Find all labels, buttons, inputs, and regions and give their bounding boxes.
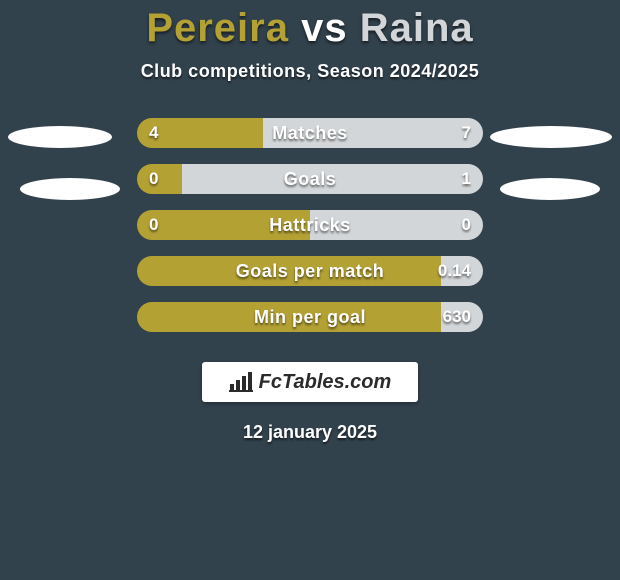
stat-left-value: 0 bbox=[137, 169, 170, 189]
title-player-a: Pereira bbox=[146, 6, 289, 50]
page-title: Pereira vs Raina bbox=[0, 6, 620, 51]
stat-row: 630Min per goal bbox=[0, 294, 620, 340]
stat-bar-right: 1 bbox=[182, 164, 483, 194]
stat-row: 0.14Goals per match bbox=[0, 248, 620, 294]
stat-bar-track: 01Goals bbox=[137, 164, 483, 194]
stat-bar-left: 0 bbox=[137, 210, 310, 240]
stat-bar-left: 4 bbox=[137, 118, 263, 148]
stat-bar-track: 630Min per goal bbox=[137, 302, 483, 332]
comparison-infographic: Pereira vs Raina Club competitions, Seas… bbox=[0, 0, 620, 580]
stat-bar-right: 7 bbox=[263, 118, 483, 148]
brand-badge: FcTables.com bbox=[202, 362, 418, 402]
stat-right-value: 1 bbox=[450, 169, 483, 189]
stat-left-value: 4 bbox=[137, 123, 170, 143]
stat-right-value: 0 bbox=[450, 215, 483, 235]
stat-row: 47Matches bbox=[0, 110, 620, 156]
title-vs: vs bbox=[301, 6, 348, 50]
stat-row: 00Hattricks bbox=[0, 202, 620, 248]
stat-bar-left: 0 bbox=[137, 164, 182, 194]
bar-chart-icon bbox=[229, 372, 253, 392]
stat-bar-left bbox=[137, 256, 441, 286]
stat-bars: 47Matches01Goals00Hattricks0.14Goals per… bbox=[0, 110, 620, 340]
stat-bar-left bbox=[137, 302, 441, 332]
stat-bar-track: 00Hattricks bbox=[137, 210, 483, 240]
stat-bar-track: 47Matches bbox=[137, 118, 483, 148]
stat-right-value: 630 bbox=[431, 307, 483, 327]
stat-bar-right: 0 bbox=[310, 210, 483, 240]
stat-bar-track: 0.14Goals per match bbox=[137, 256, 483, 286]
stat-left-value: 0 bbox=[137, 215, 170, 235]
stat-right-value: 7 bbox=[450, 123, 483, 143]
stat-row: 01Goals bbox=[0, 156, 620, 202]
footer-date: 12 january 2025 bbox=[0, 422, 620, 443]
subtitle: Club competitions, Season 2024/2025 bbox=[0, 61, 620, 82]
stat-right-value: 0.14 bbox=[426, 261, 483, 281]
stat-bar-right: 630 bbox=[441, 302, 483, 332]
stat-bar-right: 0.14 bbox=[441, 256, 483, 286]
title-player-b: Raina bbox=[360, 6, 474, 50]
brand-text: FcTables.com bbox=[259, 371, 392, 394]
